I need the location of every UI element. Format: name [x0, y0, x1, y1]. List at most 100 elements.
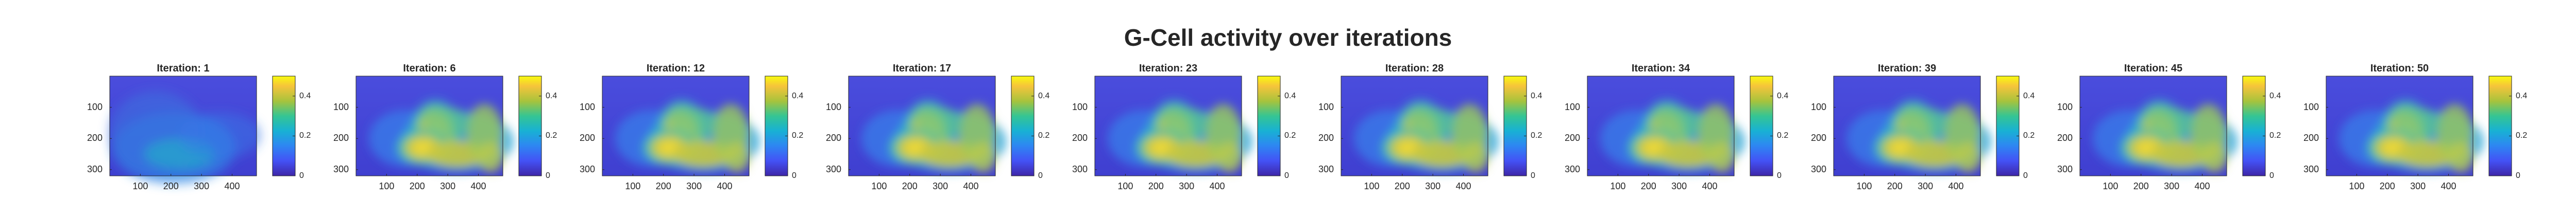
- x-tick-label: 400: [2441, 181, 2456, 191]
- x-tick-label: 100: [1117, 181, 1133, 191]
- colorbar: [1996, 76, 2020, 176]
- y-tick-label: 100: [2057, 101, 2073, 112]
- colorbar: [765, 76, 788, 176]
- x-tick-label: 100: [625, 181, 641, 191]
- y-tick-label: 200: [2303, 133, 2319, 143]
- y-tick-label: 100: [826, 101, 842, 112]
- panel-title: Iteration: 34: [1631, 63, 1690, 74]
- y-tick-label: 200: [2057, 133, 2073, 143]
- heatmap-panel: Iteration: 12 100 200 300 100 200 300 400 0 0.2 0.…: [580, 0, 850, 217]
- y-tick-label: 300: [333, 164, 349, 174]
- x-tick-label: 100: [2103, 181, 2119, 191]
- colorbar-tick-label: 0: [1038, 171, 1043, 180]
- y-tick-label: 100: [1072, 101, 1088, 112]
- y-tick-label: 100: [2303, 101, 2319, 112]
- panel-title: Iteration: 6: [403, 63, 456, 74]
- x-tick-label: 400: [224, 181, 240, 191]
- heatmap-panel: Iteration: 50 100 200 300 100 200 300 400 0 0.2 0.…: [2303, 0, 2573, 217]
- x-tick-label: 300: [2164, 181, 2180, 191]
- x-tick-label: 200: [409, 181, 425, 191]
- colorbar-tick-label: 0: [1777, 171, 1782, 180]
- y-tick-label: 100: [1318, 101, 1334, 112]
- y-tick-label: 200: [333, 133, 349, 143]
- y-tick-label: 300: [580, 164, 596, 174]
- x-tick-label: 100: [871, 181, 887, 191]
- y-tick-label: 100: [580, 101, 596, 112]
- colorbar-tick-label: 0.2: [2516, 131, 2528, 140]
- y-tick-label: 100: [1565, 101, 1581, 112]
- x-tick-label: 300: [933, 181, 948, 191]
- colorbar: [2488, 76, 2512, 176]
- y-tick-label: 200: [1811, 133, 1827, 143]
- heatmap-image: [1833, 76, 1991, 176]
- x-tick-label: 300: [686, 181, 702, 191]
- colorbar-tick-label: 0.4: [299, 91, 311, 100]
- heatmap-image: [2079, 76, 2238, 176]
- x-tick-label: 300: [1179, 181, 1195, 191]
- y-tick-label: 300: [2057, 164, 2073, 174]
- heatmap-image: [602, 76, 760, 176]
- y-tick-label: 100: [1811, 101, 1827, 112]
- colorbar-tick-label: 0: [299, 171, 304, 180]
- x-tick-label: 200: [2133, 181, 2149, 191]
- y-tick-label: 200: [1318, 133, 1334, 143]
- x-tick-label: 100: [1856, 181, 1872, 191]
- x-tick-label: 400: [717, 181, 733, 191]
- y-tick-label: 200: [826, 133, 842, 143]
- y-tick-label: 300: [1072, 164, 1088, 174]
- y-tick-label: 200: [1565, 133, 1581, 143]
- x-tick-label: 200: [1887, 181, 1903, 191]
- y-tick-label: 300: [1565, 164, 1581, 174]
- heatmap-panel: Iteration: 45 100 200 300 100 200 300 400 0 0.2 0.…: [2057, 0, 2327, 217]
- x-tick-label: 100: [1364, 181, 1380, 191]
- panel-title: Iteration: 45: [2124, 63, 2183, 74]
- heatmap-panel: Iteration: 23 100 200 300 100 200 300 400 0 0.2 0.…: [1072, 0, 1342, 217]
- x-tick-label: 400: [2194, 181, 2210, 191]
- figure-title: G-Cell activity over iterations: [1124, 24, 1452, 51]
- colorbar-tick-label: 0.4: [2516, 91, 2528, 100]
- heatmap-panel: Iteration: 39 100 200 300 100 200 300 400 0 0.2 0.…: [1811, 0, 2081, 217]
- heatmap-panel: Iteration: 34 100 200 300 100 200 300 400 0 0.2 0.…: [1565, 0, 1835, 217]
- colorbar: [272, 76, 296, 176]
- x-tick-label: 200: [655, 181, 671, 191]
- x-tick-label: 300: [2410, 181, 2426, 191]
- heatmap-panel: Iteration: 28 100 200 300 100 200 300 400 0 0.2 0.…: [1318, 0, 1588, 217]
- colorbar: [1257, 76, 1281, 176]
- y-tick-label: 300: [1318, 164, 1334, 174]
- colorbar-tick-label: 0.4: [1038, 91, 1050, 100]
- colorbar-tick-label: 0: [2023, 171, 2028, 180]
- x-tick-label: 400: [1702, 181, 1718, 191]
- colorbar-tick-label: 0.4: [2023, 91, 2035, 100]
- panel-title: Iteration: 39: [1877, 63, 1937, 74]
- x-tick-label: 200: [163, 181, 179, 191]
- panel-title: Iteration: 1: [157, 63, 210, 74]
- colorbar-tick-label: 0.4: [1284, 91, 1296, 100]
- colorbar-tick-label: 0: [2269, 171, 2274, 180]
- x-tick-label: 300: [1918, 181, 1934, 191]
- colorbar-tick-label: 0.4: [546, 91, 557, 100]
- colorbar-tick-label: 0.2: [546, 131, 557, 140]
- y-tick-label: 100: [333, 101, 349, 112]
- colorbar-tick-label: 0: [1531, 171, 1535, 180]
- y-tick-label: 300: [2303, 164, 2319, 174]
- x-tick-label: 200: [1148, 181, 1164, 191]
- y-tick-label: 300: [1811, 164, 1827, 174]
- colorbar: [1503, 76, 1527, 176]
- heatmap-image: [1587, 76, 1745, 176]
- colorbar-tick-label: 0.4: [1777, 91, 1789, 100]
- panel-title: Iteration: 17: [892, 63, 952, 74]
- x-tick-label: 400: [1455, 181, 1471, 191]
- colorbar-tick-label: 0.2: [1038, 131, 1050, 140]
- heatmap-image: [355, 76, 514, 176]
- y-tick-label: 300: [826, 164, 842, 174]
- x-tick-label: 200: [2379, 181, 2395, 191]
- colorbar-tick-label: 0: [2516, 171, 2520, 180]
- x-tick-label: 300: [1425, 181, 1441, 191]
- y-tick-label: 100: [87, 101, 103, 112]
- colorbar-tick-label: 0: [546, 171, 550, 180]
- panel-title: Iteration: 28: [1385, 63, 1444, 74]
- colorbar-tick-label: 0.2: [2023, 131, 2035, 140]
- heatmap-panel: Iteration: 1 100 200 300 100 200 300 400 0 0.2 0.4: [87, 0, 357, 217]
- colorbar-tick-label: 0: [792, 171, 796, 180]
